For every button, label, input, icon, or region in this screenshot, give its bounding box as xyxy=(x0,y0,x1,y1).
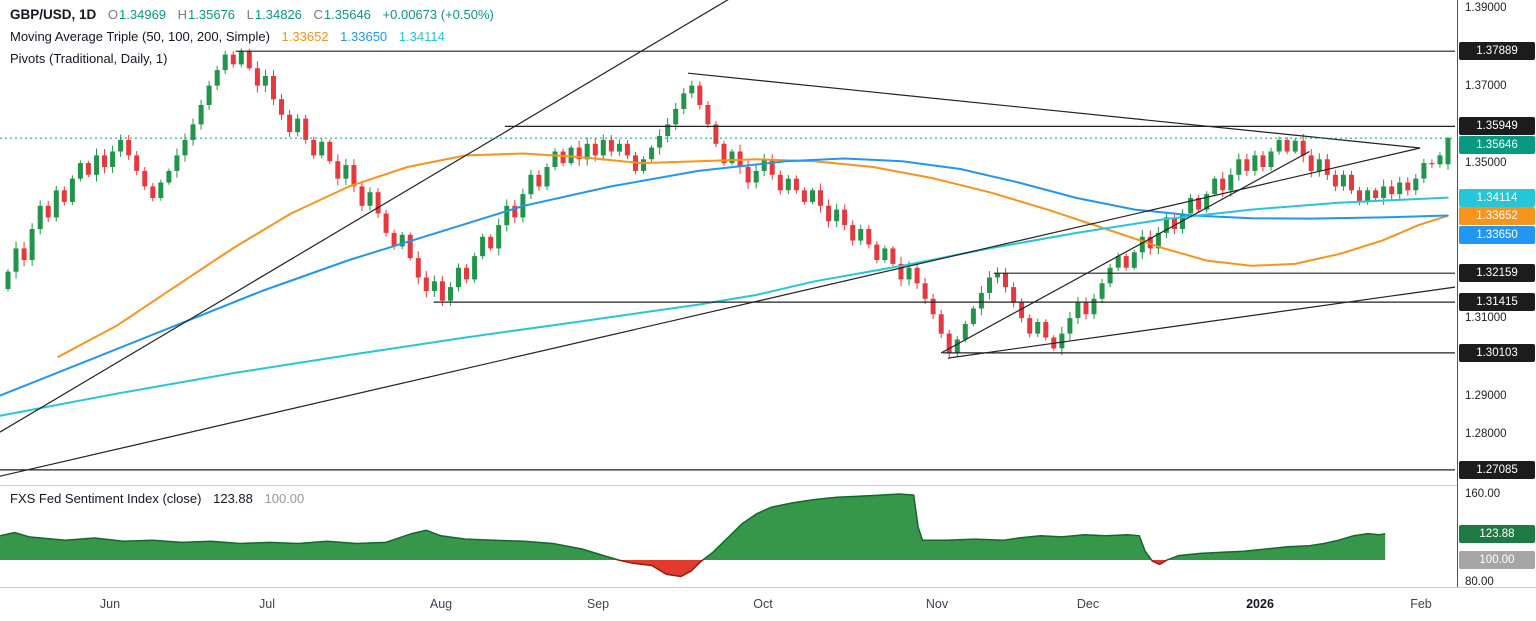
ohlc-close: C1.35646 xyxy=(314,7,371,22)
price-badge: 1.35949 xyxy=(1459,117,1535,136)
indicator-axis-label: 80.00 xyxy=(1465,576,1494,588)
time-axis-label: Feb xyxy=(1410,597,1432,611)
price-badge: 1.35646 xyxy=(1459,135,1535,154)
sentiment-value: 123.88 xyxy=(213,491,253,506)
ma-indicator-title[interactable]: Moving Average Triple (50, 100, 200, Sim… xyxy=(10,29,270,44)
ma-line[interactable] xyxy=(0,157,1449,397)
time-axis-label: Jun xyxy=(99,597,121,611)
time-axis-label: Oct xyxy=(753,597,773,611)
ohlc-high: H1.35676 xyxy=(178,7,235,22)
ma200-value: 1.34114 xyxy=(398,29,445,44)
price-axis-label: 1.37000 xyxy=(1465,79,1507,92)
price-axis-label: 1.31000 xyxy=(1465,312,1507,325)
sentiment-baseline-value: 100.00 xyxy=(264,491,305,506)
ohlc-low-value: 1.34826 xyxy=(254,7,302,22)
price-badge: 1.33652 xyxy=(1459,207,1535,225)
price-axis-label: 1.28000 xyxy=(1465,428,1507,441)
ohlc-open: O1.34969 xyxy=(108,7,166,22)
ohlc-high-value: 1.35676 xyxy=(188,7,236,22)
indicator-badge: 123.88 xyxy=(1459,524,1535,543)
time-axis-separator xyxy=(0,587,1536,588)
sentiment-line xyxy=(0,493,1386,561)
trendline[interactable] xyxy=(0,0,729,433)
price-badge: 1.34114 xyxy=(1459,188,1535,207)
time-axis-label: 2026 xyxy=(1246,597,1274,611)
symbol-legend-row: GBP/USD, 1D O1.34969 H1.35676 L1.34826 C… xyxy=(10,4,494,26)
ma50-value: 1.33652 xyxy=(281,29,329,44)
candlestick-series xyxy=(5,48,1451,357)
pane-separator[interactable] xyxy=(0,485,1536,486)
ma-legend-row: Moving Average Triple (50, 100, 200, Sim… xyxy=(10,26,494,48)
price-change: +0.00673 (+0.50%) xyxy=(382,7,494,22)
price-axis-label: 1.39000 xyxy=(1465,2,1507,15)
sentiment-legend: FXS Fed Sentiment Index (close) 123.88 1… xyxy=(10,488,304,510)
trendline[interactable] xyxy=(940,150,1310,354)
ma-line[interactable] xyxy=(57,152,1449,358)
ohlc-low-key: L xyxy=(246,7,254,22)
price-badge: 1.30103 xyxy=(1459,343,1535,362)
chart-canvas[interactable] xyxy=(0,0,1457,587)
pivots-indicator-title[interactable]: Pivots (Traditional, Daily, 1) xyxy=(10,51,168,66)
main-legend: GBP/USD, 1D O1.34969 H1.35676 L1.34826 C… xyxy=(10,4,494,70)
price-badge: 1.37889 xyxy=(1459,42,1535,61)
ohlc-open-value: 1.34969 xyxy=(119,7,167,22)
time-axis-label: Jul xyxy=(259,597,275,611)
price-badge: 1.32159 xyxy=(1459,264,1535,283)
price-axis-label: 1.29000 xyxy=(1465,389,1507,402)
price-axis[interactable]: 1.39000 1.37000 1.35000 1.31000 1.29000 1.280… xyxy=(1457,0,1536,588)
time-axis-label: Aug xyxy=(429,597,453,611)
indicator-badge: 100.00 xyxy=(1459,551,1535,569)
time-axis-label: Nov xyxy=(925,597,949,611)
time-axis-label: Sep xyxy=(586,597,610,611)
trendline[interactable] xyxy=(947,286,1456,359)
time-axis-label: Dec xyxy=(1076,597,1100,611)
trendline[interactable] xyxy=(688,72,1421,149)
sentiment-title[interactable]: FXS Fed Sentiment Index (close) xyxy=(10,491,202,506)
ma100-value: 1.33650 xyxy=(340,29,388,44)
ohlc-high-key: H xyxy=(177,7,188,22)
time-axis[interactable]: Jun Jul Aug Sep Oct Nov Dec 2026 Feb xyxy=(0,588,1536,621)
price-axis-label: 1.35000 xyxy=(1465,157,1507,170)
ohlc-low: L1.34826 xyxy=(247,7,302,22)
price-badge: 1.27085 xyxy=(1459,460,1535,479)
symbol-title[interactable]: GBP/USD, 1D xyxy=(10,7,97,22)
ma-line[interactable] xyxy=(0,196,1449,417)
sentiment-area-positive xyxy=(0,494,1386,561)
price-badge: 1.33650 xyxy=(1459,225,1535,244)
trendline[interactable] xyxy=(0,147,1421,477)
indicator-axis-label: 160.00 xyxy=(1465,488,1501,500)
ohlc-open-key: O xyxy=(107,7,119,22)
ohlc-close-value: 1.35646 xyxy=(323,7,371,22)
pivots-legend-row: Pivots (Traditional, Daily, 1) xyxy=(10,48,494,70)
ohlc-close-key: C xyxy=(313,7,323,22)
price-badge: 1.31415 xyxy=(1459,293,1535,312)
